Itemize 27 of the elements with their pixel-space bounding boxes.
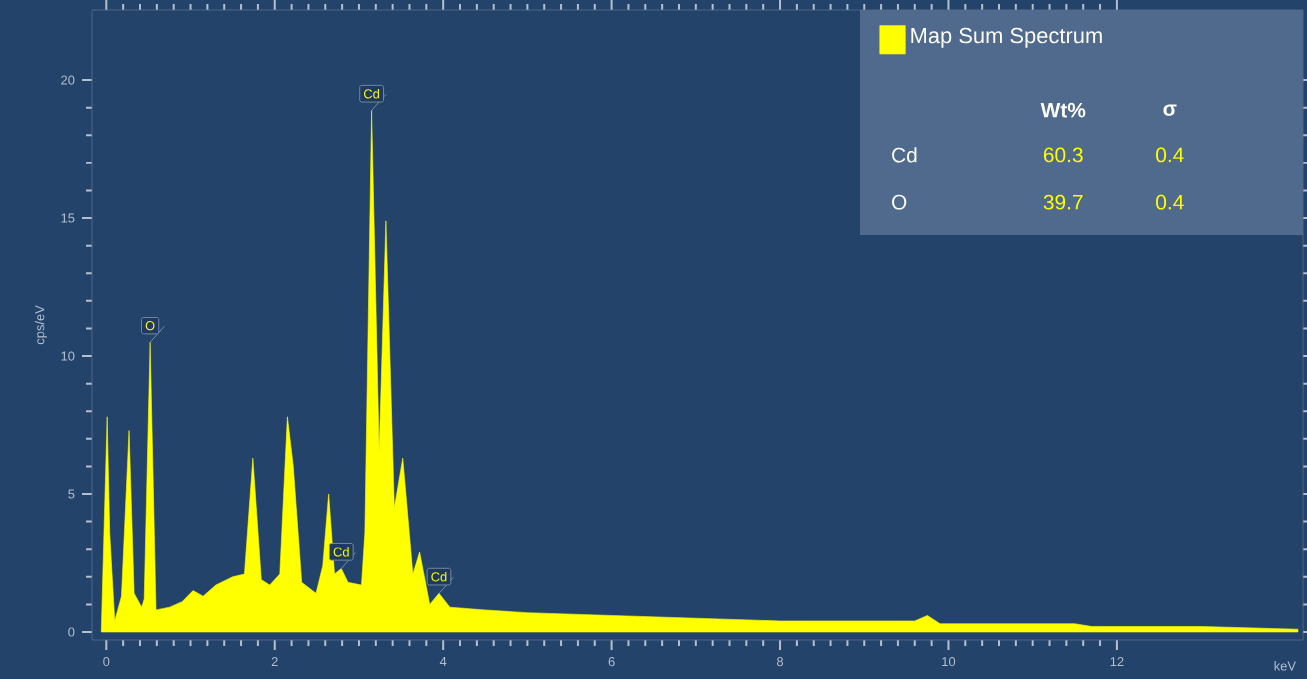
legend-label: Map Sum Spectrum bbox=[911, 27, 1102, 48]
y-tick-label: 10 bbox=[61, 351, 75, 361]
y-tick-label: 5 bbox=[68, 489, 75, 499]
x-tick-label: 10 bbox=[942, 657, 956, 667]
x-tick-label: 8 bbox=[777, 657, 784, 667]
x-tick-label: 12 bbox=[1110, 657, 1124, 667]
x-tick-label: 0 bbox=[103, 657, 110, 667]
annotation: 39.7 bbox=[1043, 194, 1083, 210]
annotation: Cd bbox=[431, 571, 447, 582]
annotation: Cd bbox=[333, 547, 349, 557]
annotation: O bbox=[892, 194, 907, 210]
annotation: σ bbox=[1163, 104, 1177, 116]
x-axis-title: keV bbox=[1274, 661, 1296, 671]
y-tick-label: 0 bbox=[68, 627, 75, 637]
annotation: Wt% bbox=[1040, 102, 1086, 118]
annotation: O bbox=[145, 321, 155, 331]
annotation: 0.4 bbox=[1156, 147, 1184, 163]
y-tick-label: 15 bbox=[61, 213, 75, 223]
x-tick-label: 2 bbox=[271, 657, 278, 667]
x-tick-label: 6 bbox=[608, 657, 615, 667]
y-axis-title: cps/eV bbox=[34, 305, 47, 345]
annotation: Cd bbox=[363, 88, 380, 99]
annotation: 60.3 bbox=[1043, 147, 1083, 163]
annotation: 0.4 bbox=[1156, 194, 1184, 210]
annotation: Cd bbox=[892, 147, 917, 163]
x-tick-label: 4 bbox=[439, 657, 447, 666]
y-tick-label: 20 bbox=[61, 75, 75, 85]
